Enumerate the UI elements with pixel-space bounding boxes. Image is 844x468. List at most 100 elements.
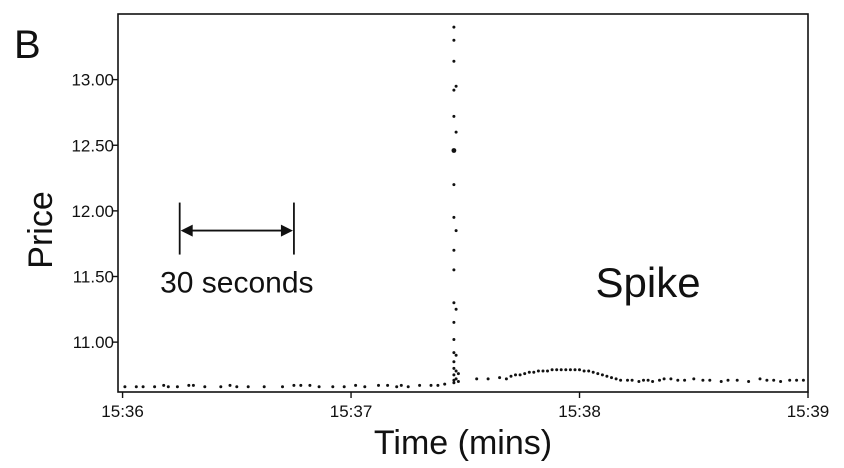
data-point	[573, 368, 577, 372]
data-point	[451, 148, 457, 153]
data-point	[175, 385, 179, 389]
data-point	[701, 378, 705, 382]
data-point	[452, 88, 456, 92]
data-point	[662, 377, 666, 381]
data-point	[123, 385, 127, 389]
data-point	[630, 378, 634, 382]
data-point	[587, 369, 591, 373]
data-point	[228, 383, 232, 387]
data-point	[504, 377, 508, 381]
data-point	[591, 370, 595, 374]
data-point	[452, 381, 456, 385]
data-point	[331, 385, 335, 389]
data-point	[191, 383, 195, 387]
data-point	[676, 378, 680, 382]
data-point	[527, 370, 531, 374]
y-axis: 11.00 11.50 12.00 12.50 13.00	[71, 71, 118, 352]
plot-frame	[117, 13, 809, 393]
data-point	[795, 378, 799, 382]
data-point	[637, 380, 641, 383]
data-point	[454, 307, 458, 311]
x-tick-label: 15:37	[330, 402, 373, 421]
data-point	[235, 385, 239, 389]
data-point	[452, 268, 456, 272]
data-point	[582, 369, 586, 373]
data-point	[363, 385, 367, 389]
data-point	[162, 383, 166, 387]
y-tick-label: 12.50	[71, 136, 114, 155]
data-point	[203, 385, 207, 389]
data-point	[518, 373, 522, 377]
y-tick-label: 12.00	[71, 202, 114, 221]
data-point	[452, 248, 456, 252]
data-point	[532, 370, 536, 374]
data-point	[443, 382, 447, 386]
data-point	[456, 372, 460, 376]
data-point	[772, 378, 776, 382]
data-point	[651, 380, 655, 383]
data-point	[354, 383, 358, 387]
y-tick-label: 13.00	[71, 71, 114, 90]
data-point	[779, 380, 783, 383]
data-point	[166, 385, 170, 389]
data-point	[153, 385, 157, 389]
data-point	[454, 369, 458, 373]
data-point	[735, 378, 739, 382]
data-point	[281, 385, 284, 389]
data-point	[788, 378, 792, 382]
data-point	[454, 229, 458, 233]
data-point	[406, 385, 410, 389]
data-point	[377, 383, 380, 387]
interval-annotation	[178, 202, 295, 255]
data-point	[454, 84, 458, 88]
data-point	[642, 378, 645, 382]
data-point	[452, 360, 456, 364]
data-point	[747, 380, 751, 383]
data-point	[452, 183, 456, 187]
data-point	[708, 378, 712, 382]
data-point	[386, 383, 390, 387]
data-point	[452, 338, 456, 341]
data-point	[758, 377, 762, 381]
data-point	[418, 383, 422, 387]
data-point	[299, 383, 303, 387]
data-point	[486, 377, 490, 381]
data-point	[452, 25, 456, 29]
data-point	[605, 374, 609, 378]
spike-label: Spike	[596, 259, 701, 306]
y-tick-label: 11.50	[73, 268, 114, 287]
data-point	[452, 38, 456, 42]
data-point	[546, 369, 549, 373]
y-tick-label: 11.00	[73, 333, 114, 352]
panel-label: B	[14, 23, 41, 67]
data-point	[134, 385, 138, 389]
data-point	[395, 385, 399, 389]
data-point	[719, 380, 723, 383]
data-point	[669, 377, 673, 381]
data-point	[683, 378, 687, 382]
data-point	[454, 377, 458, 381]
data-point	[292, 383, 296, 387]
data-point	[452, 114, 456, 118]
x-axis-title: Time (mins)	[374, 424, 552, 462]
data-point	[454, 353, 458, 357]
data-point	[262, 385, 266, 389]
data-point	[436, 383, 440, 387]
data-point	[187, 383, 191, 387]
data-point	[452, 378, 456, 382]
data-point	[498, 376, 502, 380]
data-point	[452, 320, 456, 324]
data-point	[452, 366, 456, 370]
data-point	[452, 373, 456, 377]
data-point	[550, 368, 554, 372]
data-point	[614, 377, 618, 381]
data-point	[219, 385, 223, 389]
scatter-points	[123, 25, 805, 389]
data-point	[523, 372, 527, 376]
data-point	[509, 374, 513, 378]
data-point	[619, 378, 623, 382]
data-point	[646, 378, 650, 382]
data-point	[658, 378, 661, 382]
data-point	[141, 385, 145, 389]
